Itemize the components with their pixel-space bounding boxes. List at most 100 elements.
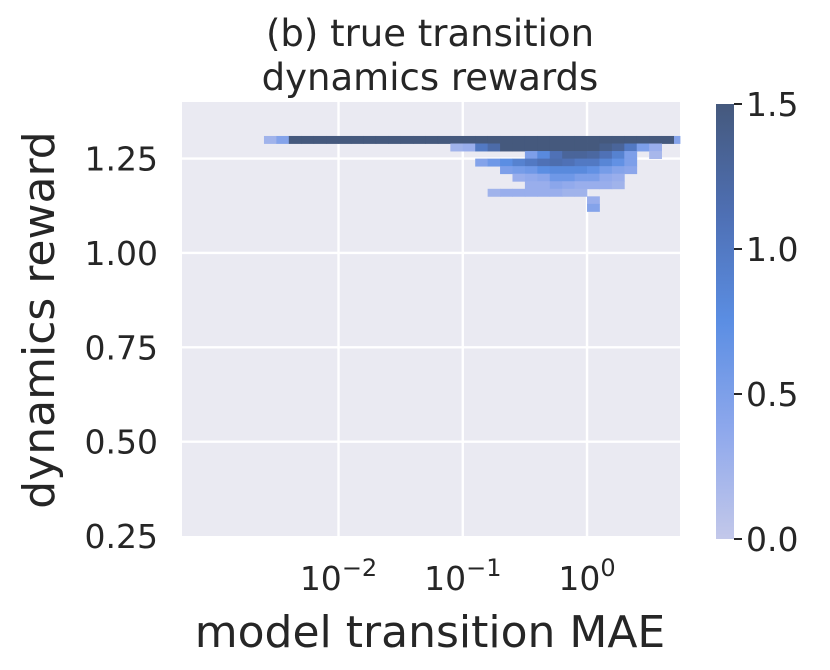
heatmap-cell (500, 158, 513, 167)
heatmap-cell (487, 188, 501, 197)
heatmap-cell (562, 181, 576, 190)
heatmap-cell (549, 166, 563, 175)
heatmap-cell (611, 151, 625, 160)
heatmap-cell (574, 135, 588, 144)
heatmap-cell (562, 151, 576, 160)
heatmap-cell (537, 151, 551, 160)
heatmap-cell (661, 135, 675, 144)
heatmap-cell (574, 166, 588, 175)
heatmap-cell (562, 143, 576, 152)
heatmap-cell (276, 135, 290, 144)
heatmap-cell (624, 166, 638, 175)
heatmap-cell (500, 143, 513, 152)
heatmap-cell (587, 143, 600, 152)
heatmap-cell (599, 181, 613, 190)
heatmap-cell (326, 135, 339, 144)
heatmap-cell (599, 151, 613, 160)
heatmap-cell (636, 135, 650, 144)
heatmap-cell (537, 158, 551, 167)
heatmap-cell (624, 135, 638, 144)
chart-title: (b) true transition dynamics rewards (262, 12, 599, 99)
heatmap-cell (587, 135, 600, 144)
heatmap-cell (549, 143, 563, 152)
heatmap-cell (512, 135, 526, 144)
y-axis-label: dynamics reward (14, 131, 65, 508)
heatmap-cell (599, 135, 613, 144)
heatmap-cell (512, 166, 526, 175)
chart-title-line-1: (b) true transition (266, 12, 594, 55)
heatmap-cell (524, 151, 538, 160)
x-tick-labels: 10−2 10−1 100 (300, 554, 616, 598)
heatmap-cells (263, 135, 681, 212)
heatmap-cell (524, 143, 538, 152)
heatmap-cell (562, 173, 576, 182)
heatmap-cell (549, 135, 563, 144)
heatmap-cell (537, 143, 551, 152)
heatmap-cell (562, 135, 576, 144)
heatmap-cell (574, 151, 588, 160)
heatmap-cell (549, 173, 563, 182)
heatmap-cell (524, 135, 538, 144)
heatmap-cell (599, 166, 613, 175)
heatmap-cell (549, 158, 563, 167)
heatmap-cell (487, 158, 501, 167)
heatmap-cell (475, 135, 489, 144)
heatmap-cell (562, 188, 576, 197)
heatmap-cell (599, 143, 613, 152)
heatmap-cell (649, 135, 662, 144)
heatmap-cell (524, 188, 538, 197)
heatmap-cell (587, 203, 600, 212)
heatmap-cell (537, 135, 551, 144)
heatmap-cell (512, 143, 526, 152)
colorbar-tick-label: 1.0 (746, 230, 798, 269)
heatmap-cell (487, 135, 501, 144)
heatmap-cell (574, 188, 588, 197)
heatmap-cell (450, 135, 464, 144)
heatmap-cell (313, 135, 327, 144)
chart-title-line-2: dynamics rewards (262, 56, 599, 99)
heatmap-cell (587, 151, 600, 160)
heatmap-cell (500, 188, 513, 197)
x-tick-label: 10−2 (300, 554, 377, 598)
heatmap-cell (587, 181, 600, 190)
heatmap-cell (462, 143, 476, 152)
heatmap-cell (587, 158, 600, 167)
heatmap-cell (512, 188, 526, 197)
heatmap-cell (537, 166, 551, 175)
heatmap-cell (549, 188, 563, 197)
heatmap-cell (624, 143, 638, 152)
colorbar-tick-label: 0.5 (746, 375, 798, 414)
heatmap-cell (288, 135, 302, 144)
x-tick-label: 100 (558, 554, 615, 598)
heatmap-cell (363, 135, 377, 144)
heatmap-cell (611, 181, 625, 190)
heatmap-cell (338, 135, 352, 144)
heatmap-cell (624, 151, 638, 160)
heatmap-cell (574, 173, 588, 182)
heatmap-cell (400, 135, 414, 144)
heatmap-cell (636, 143, 650, 152)
heatmap-cell (462, 135, 476, 144)
heatmap-cell (450, 143, 464, 152)
heatmap-cell (537, 173, 551, 182)
heatmap-cell (549, 181, 563, 190)
heatmap-cell (562, 166, 576, 175)
colorbar (716, 104, 734, 539)
heatmap-cell (512, 173, 526, 182)
heatmap-cell (425, 135, 439, 144)
y-tick-label: 0.25 (85, 517, 158, 556)
heatmap-cell (587, 166, 600, 175)
y-tick-labels: 0.25 0.50 0.75 1.00 1.25 (85, 140, 158, 556)
heatmap-cell (574, 181, 588, 190)
heatmap-cell (437, 135, 451, 144)
heatmap-cell (524, 166, 538, 175)
y-tick-label: 1.25 (85, 140, 158, 179)
heatmap-cell (512, 158, 526, 167)
heatmap-cell (611, 173, 625, 182)
heatmap-cell (611, 158, 625, 167)
colorbar-ticks: 0.0 0.5 1.0 1.5 (734, 85, 798, 559)
heatmap-cell (624, 158, 638, 167)
x-axis-label: model transition MAE (195, 607, 665, 658)
y-tick-label: 0.50 (85, 423, 158, 462)
heatmap-cell (413, 135, 426, 144)
